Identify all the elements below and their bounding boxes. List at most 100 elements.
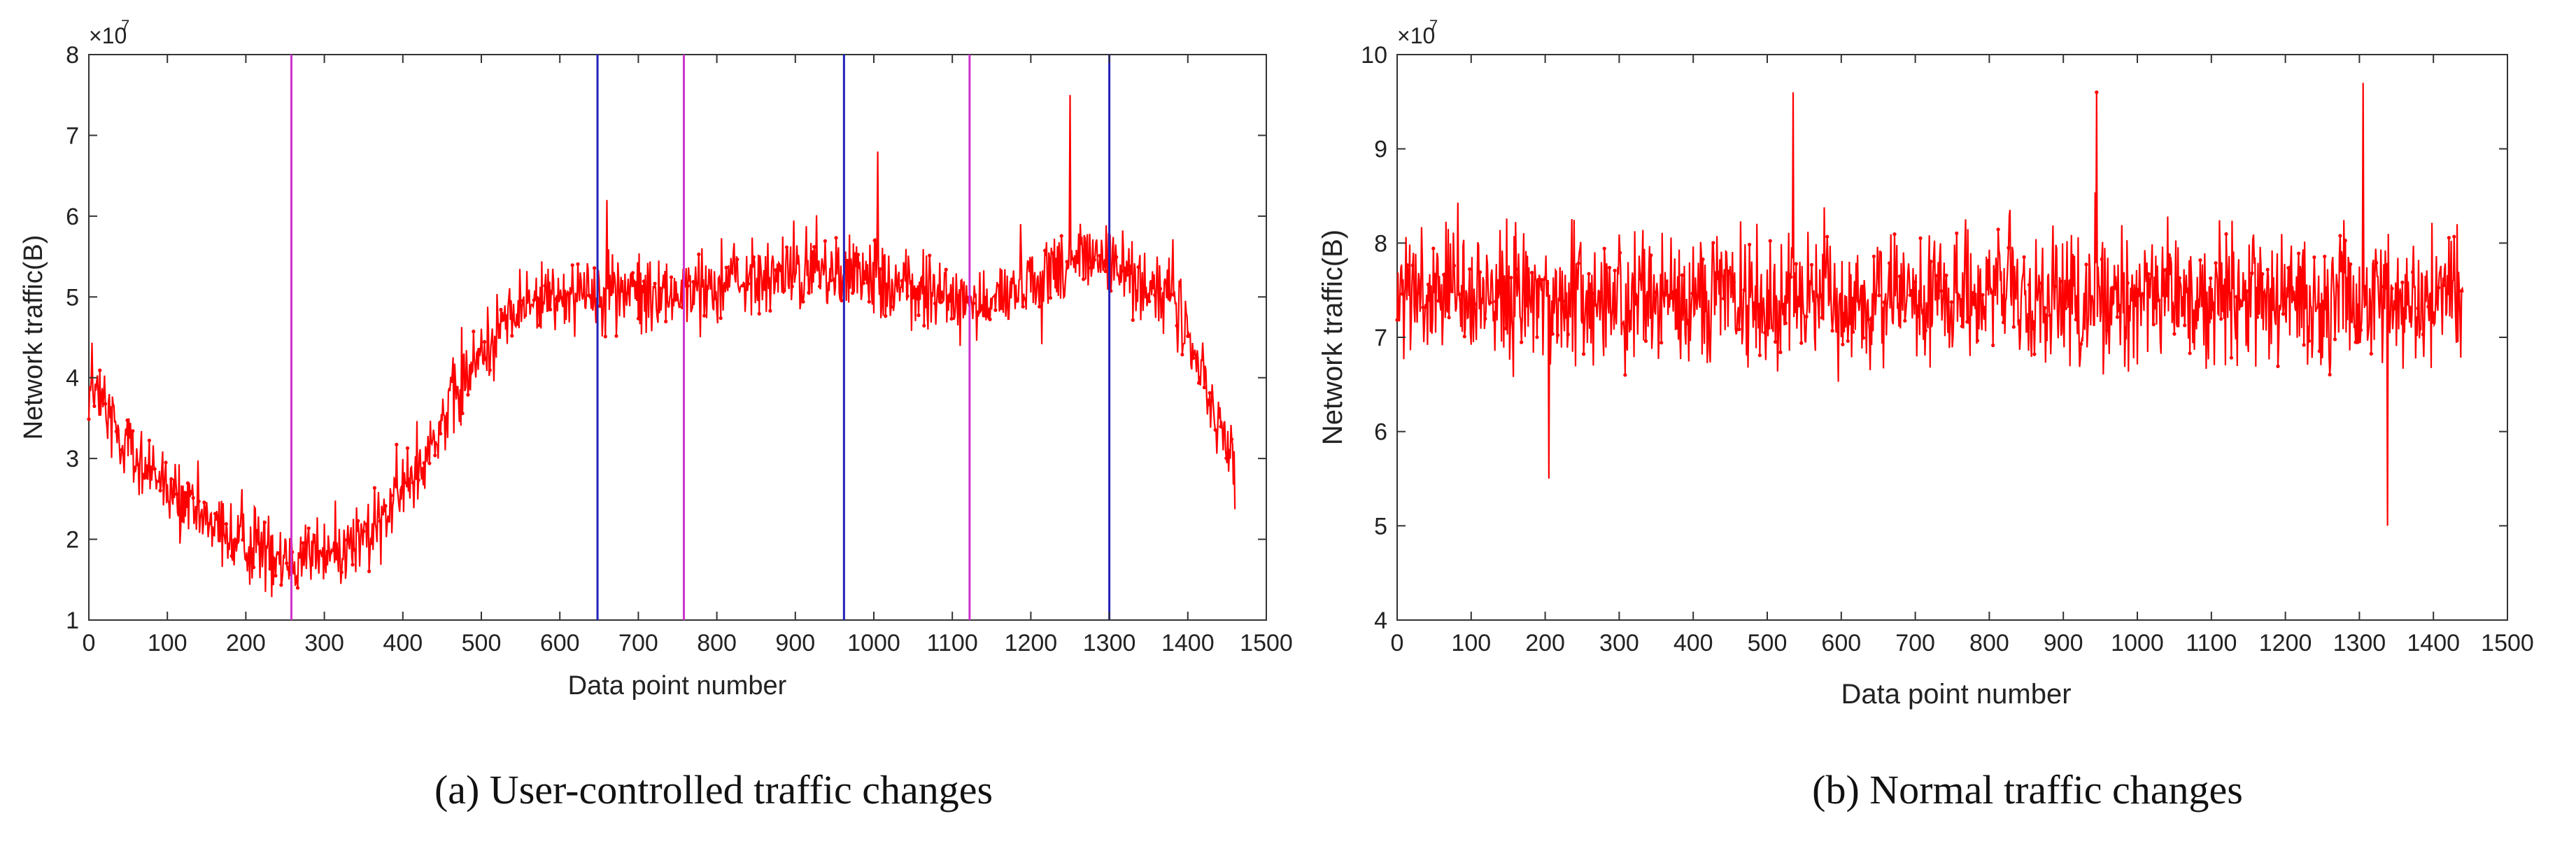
panel-b-data-point (2146, 272, 2151, 276)
panel-a-data-point (620, 288, 624, 293)
panel-b: 0 100 200 300 400 500 600 700 800 900 1000 1100 1200… (1317, 17, 2534, 813)
panel-a-data-point (790, 284, 794, 288)
panel-a-data-point (955, 293, 959, 297)
panel-b-data-point (2395, 286, 2399, 290)
panel-a-data-point (961, 286, 965, 290)
panel-b-data-point (1639, 277, 1643, 281)
panel-a-data-point (141, 474, 146, 479)
panel-a-x-tick-label: 800 (697, 630, 737, 656)
panel-b-data-point (2048, 314, 2052, 318)
panel-b-data-point (2037, 281, 2041, 286)
panel-a-data-point (884, 314, 888, 318)
panel-b-data-point (1503, 326, 1508, 331)
panel-a-data-point (625, 291, 630, 295)
panel-b-data-point (2084, 262, 2088, 267)
panel-a-y-tick-label: 7 (66, 122, 79, 149)
panel-b-data-point (2167, 253, 2172, 257)
panel-a-data-point (460, 412, 465, 416)
panel-b-data-point (1618, 251, 1622, 255)
panel-a-x-tick-label: 1100 (927, 630, 978, 656)
panel-a-data-point (345, 537, 349, 542)
panel-a-data-point (235, 540, 239, 544)
panel-a-data-point (971, 301, 976, 305)
panel-a-y-tick-label: 6 (66, 204, 79, 230)
panel-a-y-tick-label: 5 (66, 284, 79, 311)
panel-b-x-tick-label: 300 (1599, 630, 1639, 656)
panel-b-data-point (2115, 315, 2119, 319)
panel-a-data-point (1038, 304, 1042, 309)
panel-b-data-point (2157, 298, 2161, 302)
panel-b-data-point (1897, 274, 1902, 279)
panel-a-x-tick-label: 1000 (847, 630, 900, 656)
panel-b-data-point (1892, 232, 1897, 237)
panel-b-data-point (2442, 283, 2446, 288)
panel-a-data-point (104, 402, 108, 406)
panel-a-data-point (466, 393, 470, 397)
panel-a-x-tick-label: 1500 (1240, 630, 1293, 656)
panel-b-data-point (2079, 342, 2083, 346)
panel-b-data-point (1675, 325, 1679, 330)
panel-a-data-point (1021, 304, 1025, 309)
panel-a-data-point (1054, 258, 1058, 262)
panel-a-data-point (400, 485, 404, 490)
panel-b-data-point (2110, 286, 2114, 290)
panel-a-data-point (108, 406, 113, 410)
panel-a-x-tick-label: 0 (83, 630, 96, 656)
panel-a-data-point (917, 313, 921, 318)
panel-a-data-point (472, 330, 476, 334)
panel-a-data-point (944, 267, 948, 272)
panel-a-data-point (812, 245, 816, 249)
panel-b-data-point (2043, 306, 2047, 310)
panel-b-data-point (1535, 335, 1539, 339)
panel-b-data-point (2405, 302, 2409, 306)
panel-a-data-point (900, 279, 904, 283)
panel-a-x-tick-label: 200 (226, 630, 266, 656)
panel-a-y-tick-label: 4 (66, 365, 79, 392)
panel-b-data-point (1509, 276, 1513, 280)
panel-b-data-point (1659, 341, 1664, 345)
panel-b-data-point (2431, 311, 2435, 315)
panel-a-data-point (878, 267, 882, 271)
panel-b-data-point (2188, 351, 2192, 356)
panel-a-data-point (416, 478, 420, 482)
panel-a-data-point (988, 317, 992, 321)
panel-b-data-point (1841, 342, 1845, 346)
panel-a-y-tick-label: 1 (66, 607, 79, 634)
panel-b-data-point (2317, 349, 2321, 353)
panel-b-data-point (1649, 253, 1653, 258)
panel-b-data-point (1457, 292, 1462, 297)
panel-b-data-point (2358, 328, 2363, 332)
panel-b-x-tick-label: 1500 (2481, 630, 2534, 656)
panel-a-data-point (1208, 391, 1212, 395)
panel-a-data-point (1015, 297, 1019, 302)
panel-b-data-point (2203, 291, 2207, 295)
panel-a-x-tick-label: 1300 (1083, 630, 1136, 656)
panel-a-data-point (801, 300, 805, 304)
panel-a-data-point (576, 262, 580, 266)
panel-a-data-point (1032, 276, 1036, 281)
panel-a-x-tick-label: 500 (462, 630, 502, 656)
panel-a-data-point (510, 334, 514, 338)
panel-a-data-point (147, 438, 151, 442)
panel-b-data-point (2100, 257, 2104, 261)
panel-b-x-axis-label: Data point number (1841, 679, 2071, 710)
panel-b-caption: (b) Normal traffic changes (1812, 767, 2243, 813)
panel-b-data-point (2032, 352, 2037, 356)
panel-a-data-point (735, 258, 739, 262)
panel-a-data-point (949, 316, 954, 321)
panel-b-x-tick-label: 200 (1525, 630, 1565, 656)
panel-b-data-point (1602, 246, 1606, 251)
panel-a-data-point (191, 495, 195, 500)
panel-a: 0 100 200 300 400 500 600 700 800 900 1000 1100 1200… (19, 17, 1293, 813)
panel-b-data-point (1576, 261, 1580, 265)
panel-a-data-point (840, 298, 844, 303)
panel-b-data-point (1923, 328, 1927, 332)
panel-a-data-point (746, 281, 751, 286)
panel-b-data-point (2058, 279, 2062, 283)
panel-b-data-point (1421, 305, 1425, 309)
panel-b-data-point (2312, 255, 2316, 260)
panel-a-data-point (229, 554, 234, 558)
panel-a-data-point (1224, 456, 1229, 460)
panel-b-data-point (1774, 339, 1778, 344)
panel-a-data-point (120, 448, 124, 452)
